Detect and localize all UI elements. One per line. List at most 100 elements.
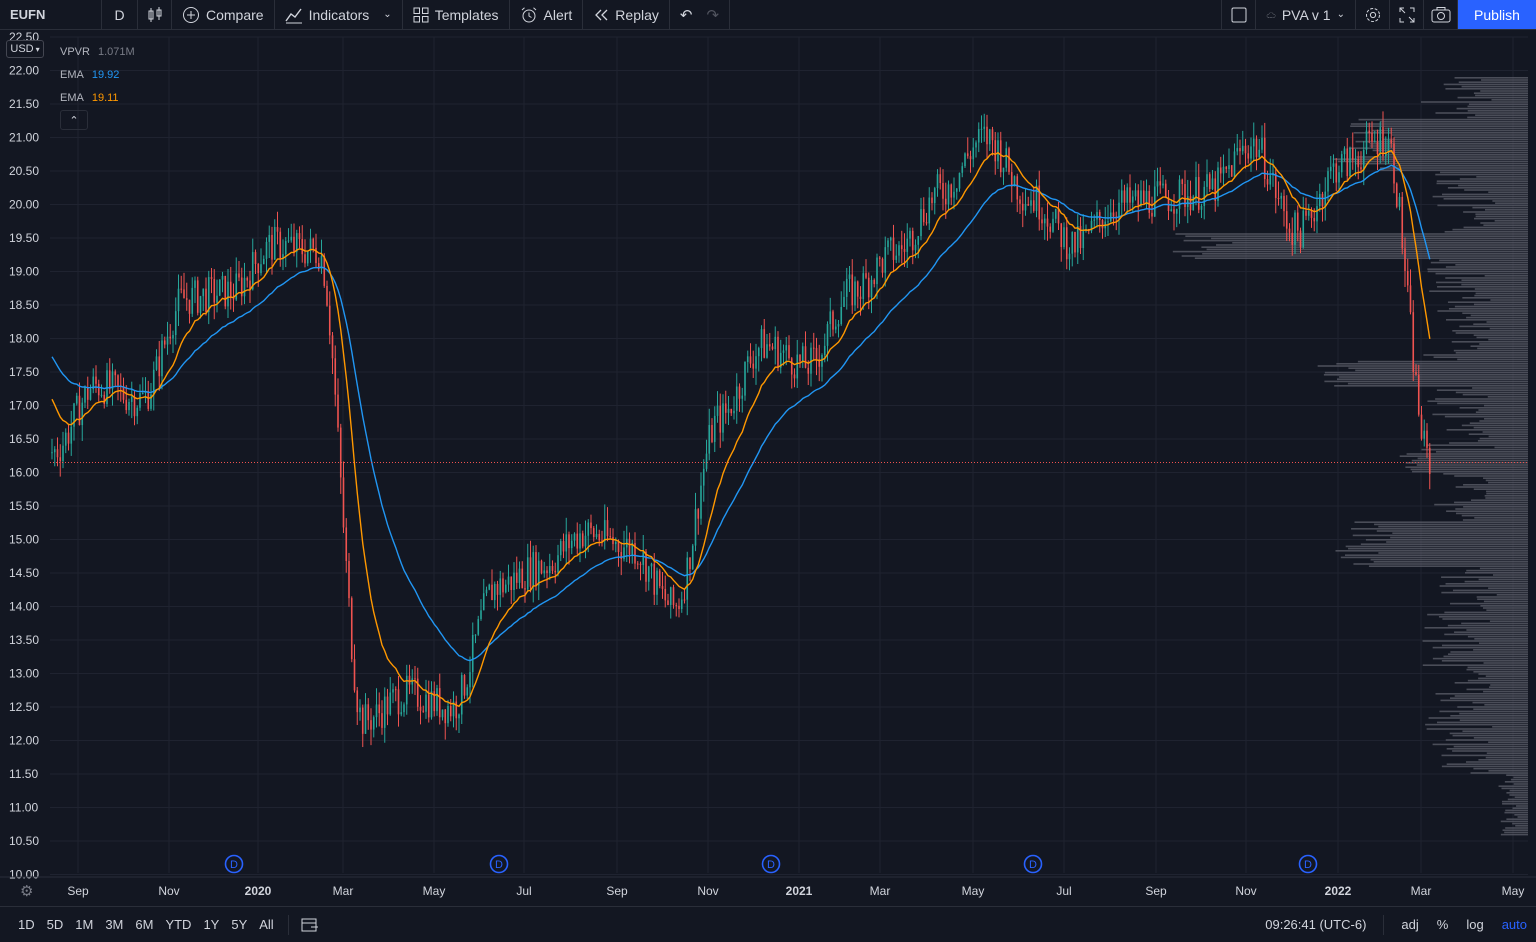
templates-button[interactable]: Templates: [403, 0, 510, 29]
volume-profile-bar: [1462, 519, 1528, 521]
volume-profile-bar: [1489, 327, 1528, 330]
candle-body: [1217, 167, 1219, 201]
legend-row-ema-fast[interactable]: EMA 19.11: [60, 87, 135, 110]
volume-profile-bar: [1443, 83, 1528, 86]
volume-profile-bar: [1410, 468, 1528, 471]
range-1y[interactable]: 1Y: [203, 917, 220, 932]
range-1m[interactable]: 1M: [75, 917, 94, 932]
volume-profile-bar: [1482, 431, 1528, 433]
candle-body: [1426, 430, 1428, 448]
volume-profile-bar: [1501, 787, 1528, 790]
candle-body: [117, 375, 119, 386]
fullscreen-layout-button[interactable]: [1222, 0, 1256, 29]
candle-body: [356, 690, 359, 713]
volume-profile-bar: [1453, 745, 1528, 748]
volume-profile-bar: [1490, 684, 1528, 686]
candle-body: [430, 691, 433, 718]
redo-icon[interactable]: ↷: [706, 6, 720, 24]
candle-body: [702, 468, 705, 486]
layout-menu-button[interactable]: PVA v 1 ⌄: [1256, 0, 1356, 29]
candle-body: [342, 477, 345, 528]
adj-toggle[interactable]: adj: [1401, 917, 1419, 932]
candle-body: [375, 704, 378, 718]
ema-lines: [50, 149, 1528, 708]
percent-toggle[interactable]: %: [1436, 917, 1449, 932]
volume-profile-bar: [1216, 244, 1528, 246]
candle-body: [1332, 163, 1335, 167]
volume-profile-bar: [1432, 413, 1528, 416]
volume-profile-bar: [1494, 220, 1528, 222]
candle-body: [823, 345, 826, 356]
range-ytd[interactable]: YTD: [165, 917, 192, 932]
volume-profile-bar: [1455, 264, 1528, 266]
range-1d[interactable]: 1D: [18, 917, 35, 932]
symbol-search[interactable]: EUFN: [0, 0, 102, 29]
candle-body: [837, 324, 840, 327]
compare-button[interactable]: Compare: [172, 0, 275, 29]
candle-body: [672, 587, 675, 606]
range-5d[interactable]: 5D: [46, 917, 64, 932]
candle-body: [713, 415, 716, 442]
candle-body: [895, 255, 898, 260]
volume-profile-bar: [1507, 798, 1528, 801]
currency-button[interactable]: USD ▾: [6, 40, 44, 58]
volume-profile-bar: [1478, 409, 1528, 411]
price-tick-label: 11.50: [9, 767, 38, 781]
range-all[interactable]: All: [259, 917, 274, 932]
grid-icon: [413, 7, 429, 22]
price-tick-label: 20.00: [9, 198, 39, 212]
replay-button[interactable]: Replay: [583, 0, 670, 29]
bar-style-button[interactable]: [138, 0, 172, 29]
price-chart[interactable]: 22.5022.0021.5021.0020.5020.0019.5019.00…: [0, 31, 1536, 905]
snapshot-button[interactable]: [1424, 0, 1458, 29]
candle-body: [510, 576, 513, 591]
candle-body: [348, 560, 350, 599]
candle-body: [1239, 148, 1241, 152]
volume-profile-bar: [1444, 611, 1528, 614]
clock-readout[interactable]: 09:26:41 (UTC-6): [1265, 917, 1367, 932]
range-6m[interactable]: 6M: [135, 917, 154, 932]
candle-body: [1123, 190, 1126, 203]
log-toggle[interactable]: log: [1466, 917, 1484, 932]
time-tick-label: Sep: [1145, 884, 1167, 898]
fullscreen-button[interactable]: [1390, 0, 1424, 29]
chart-pane[interactable]: 22.50 22.00 21.50 21.00 20.50 20.00 19.50 19.00…: [0, 31, 1536, 905]
candle-body: [1219, 167, 1222, 174]
candle-body: [1060, 223, 1063, 248]
range-3m[interactable]: 3M: [105, 917, 124, 932]
candle-body: [1357, 158, 1360, 168]
interval-button[interactable]: D: [102, 0, 138, 29]
price-tick-label: 17.00: [9, 399, 39, 413]
undo-icon[interactable]: ↶: [679, 6, 693, 24]
compare-label: Compare: [206, 6, 264, 23]
legend-row-ema-slow[interactable]: EMA 19.92: [60, 64, 135, 87]
chevron-up-icon: ⌃: [69, 114, 79, 127]
collapse-legend-button[interactable]: ⌃: [60, 110, 88, 130]
candle-body: [1021, 203, 1024, 211]
auto-toggle[interactable]: auto: [1501, 917, 1527, 932]
candle-body: [1214, 178, 1217, 201]
chevron-down-icon[interactable]: ⌄: [383, 9, 392, 20]
settings-button[interactable]: [1356, 0, 1390, 29]
indicators-button[interactable]: Indicators ⌄: [275, 0, 403, 29]
volume-profile-bar: [1348, 367, 1528, 369]
volume-profile-bar: [1468, 433, 1528, 435]
candle-body: [1365, 130, 1368, 150]
publish-button[interactable]: Publish: [1458, 0, 1536, 29]
candle-body: [1261, 137, 1263, 150]
date-range-icon[interactable]: [301, 917, 319, 933]
volume-profile-bar: [1455, 486, 1528, 488]
volume-profile-bar: [1455, 332, 1528, 334]
legend-row-vpvr[interactable]: VPVR 1.071M: [60, 41, 135, 64]
candle-body: [1065, 227, 1068, 260]
volume-profile-bar: [1463, 211, 1528, 213]
range-5y[interactable]: 5Y: [231, 917, 248, 932]
volume-profile-bar: [1373, 561, 1528, 563]
volume-profile-bar: [1350, 125, 1528, 127]
volume-profile-bar: [1475, 94, 1528, 97]
volume-profile-bar: [1478, 673, 1528, 675]
volume-profile-bar: [1348, 147, 1528, 149]
alert-button[interactable]: Alert: [510, 0, 584, 29]
volume-profile-bar: [1365, 539, 1528, 541]
volume-profile-bar: [1465, 761, 1528, 763]
